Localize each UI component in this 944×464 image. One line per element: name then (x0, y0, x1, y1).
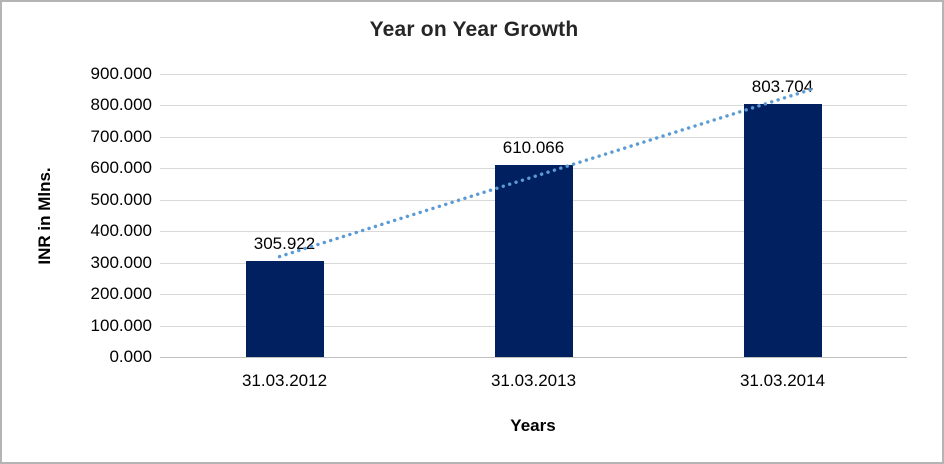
y-tick-label: 600.000 (90, 158, 152, 178)
y-tick-label: 300.000 (90, 252, 152, 272)
y-tick-label: 200.000 (90, 284, 152, 304)
y-tick-label: 0.000 (109, 347, 152, 366)
y-tick-label: 100.000 (90, 315, 152, 335)
bar (494, 165, 573, 357)
y-tick-label: 400.000 (90, 221, 152, 241)
x-tick-label: 31.03.2014 (739, 371, 826, 390)
x-tick-label: 31.03.2012 (241, 371, 328, 390)
y-tick-label: 700.000 (90, 126, 152, 146)
bar (245, 260, 324, 357)
y-axis-title-text: INR in Mlns. (35, 167, 54, 265)
chart-title: Year on Year Growth (369, 18, 579, 41)
y-tick-label: 800.000 (90, 95, 152, 115)
x-tick-label: 31.03.2013 (490, 371, 577, 390)
x-axis-title: Years (510, 416, 556, 435)
x-axis-line (160, 357, 907, 358)
y-tick-label: 900.000 (90, 64, 152, 83)
bar-value-label: 610.066 (502, 138, 565, 158)
bar (743, 104, 822, 357)
y-tick-label: 500.000 (90, 189, 152, 209)
gridline (160, 74, 907, 75)
bar-value-label: 305.922 (253, 233, 316, 253)
bar-value-label: 803.704 (751, 77, 814, 97)
